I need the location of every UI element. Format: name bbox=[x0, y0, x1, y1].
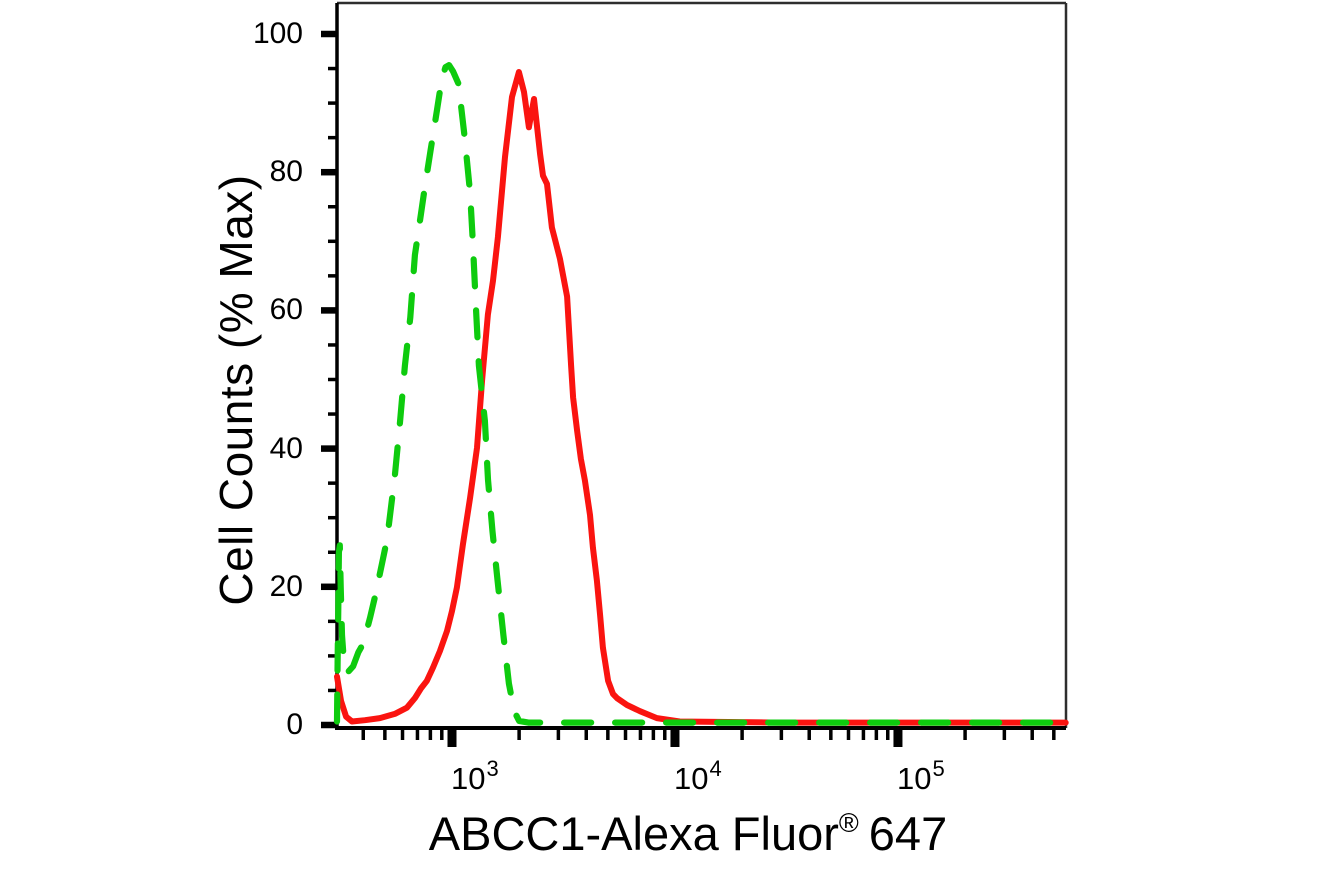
x-tick-base: 10 bbox=[450, 761, 486, 796]
x-axis-title-suffix: 647 bbox=[868, 807, 948, 860]
x-tick-exponent: 5 bbox=[932, 756, 945, 781]
y-tick-label: 0 bbox=[286, 708, 303, 741]
y-tick-label: 40 bbox=[269, 431, 303, 465]
y-axis-title: Cell Counts (% Max) bbox=[210, 174, 262, 606]
y-axis-ticks bbox=[321, 30, 337, 729]
sample-curve-red-solid bbox=[334, 69, 1069, 726]
y-tick-label: 100 bbox=[252, 17, 303, 50]
y-tick-label: 60 bbox=[269, 293, 303, 327]
y-tick-label: 80 bbox=[269, 155, 303, 189]
registered-trademark-symbol: ® bbox=[838, 808, 859, 838]
x-tick-label: 103 bbox=[450, 756, 499, 797]
x-axis-title-main: ABCC1-Alexa Fluor bbox=[428, 807, 839, 860]
y-tick-label: 20 bbox=[269, 569, 303, 603]
control-curve-green-dashed bbox=[333, 61, 1069, 726]
x-tick-label: 105 bbox=[896, 756, 945, 797]
x-tick-label: 104 bbox=[673, 756, 722, 797]
x-tick-base: 10 bbox=[896, 761, 932, 796]
x-tick-base: 10 bbox=[673, 761, 709, 796]
x-axis-ticks bbox=[361, 728, 1056, 747]
x-tick-exponent: 3 bbox=[486, 756, 499, 781]
x-tick-exponent: 4 bbox=[709, 756, 722, 781]
x-axis-title: ABCC1-Alexa Fluor® 647 bbox=[429, 806, 947, 861]
